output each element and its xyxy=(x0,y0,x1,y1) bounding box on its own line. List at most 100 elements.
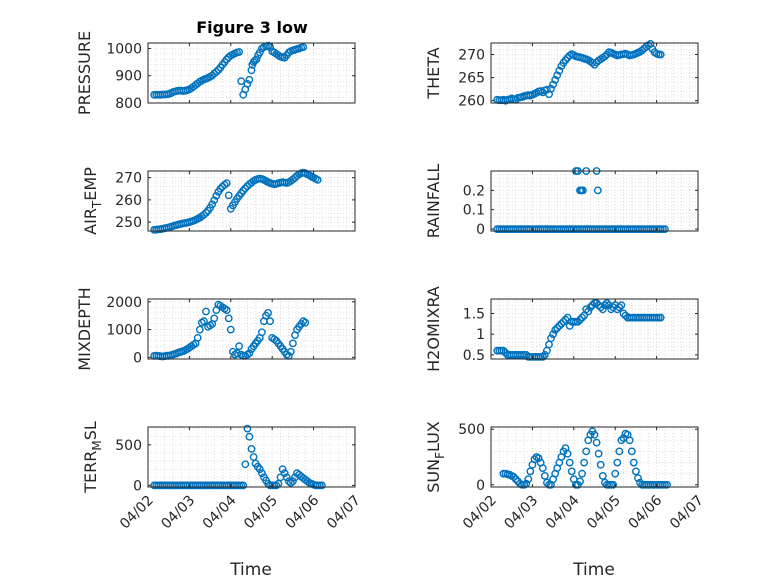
data-point xyxy=(280,469,289,478)
data-point xyxy=(250,56,259,65)
y-tick-label: 0.5 xyxy=(463,348,485,364)
panel-mixdepth: 0 1000 2000 MIXDEPTH xyxy=(75,287,356,371)
data-point xyxy=(547,84,555,93)
data-point xyxy=(212,68,221,76)
data-point xyxy=(499,346,508,355)
series-markers xyxy=(150,168,322,234)
y-tick-label: 250 xyxy=(115,215,142,231)
data-point xyxy=(235,342,244,351)
data-point xyxy=(596,303,605,312)
data-point xyxy=(555,66,564,75)
data-point xyxy=(627,447,636,456)
y-tick-label: 265 xyxy=(458,71,485,87)
axes-box xyxy=(147,426,356,488)
panel-h2omixra: 0.5 1 1.5 H2OMIXRA xyxy=(424,286,699,372)
data-point xyxy=(553,324,562,332)
data-point xyxy=(257,328,266,337)
data-point xyxy=(579,186,587,195)
y-tick-label: 1000 xyxy=(106,41,142,57)
data-point xyxy=(222,306,231,314)
x-axis-label-left: Time xyxy=(229,560,272,580)
data-point xyxy=(284,477,293,486)
data-point xyxy=(195,325,204,334)
axes-box xyxy=(490,298,699,360)
data-point xyxy=(601,52,609,61)
y-axis-label: MIXDEPTH xyxy=(75,287,94,370)
x-tick-label: 04/03 xyxy=(158,493,198,533)
y-tick-label: 1000 xyxy=(106,323,142,339)
data-point xyxy=(615,447,624,456)
data-point xyxy=(245,432,254,441)
data-point xyxy=(553,71,562,80)
data-point xyxy=(565,321,574,330)
data-point xyxy=(592,438,601,447)
axes-box xyxy=(490,42,699,104)
data-point xyxy=(625,436,634,445)
data-point xyxy=(202,208,210,217)
data-point xyxy=(241,460,250,469)
y-tick-label: 270 xyxy=(115,171,142,187)
data-point xyxy=(540,471,549,480)
data-point xyxy=(233,349,241,358)
data-point xyxy=(609,480,617,489)
data-point xyxy=(193,333,202,342)
panel-pressure: 800 900 1000 PRESSURE xyxy=(75,31,356,115)
data-point xyxy=(199,317,208,326)
data-point xyxy=(524,475,533,484)
data-point xyxy=(578,469,586,478)
data-point xyxy=(563,313,572,322)
data-point xyxy=(266,317,274,326)
y-tick-label: 0 xyxy=(133,478,142,494)
data-point xyxy=(632,467,640,476)
data-point xyxy=(574,317,582,326)
data-point xyxy=(239,481,248,490)
axes-box xyxy=(147,42,356,104)
data-point xyxy=(593,186,602,195)
y-tick-label: 260 xyxy=(115,193,142,209)
data-point xyxy=(257,469,266,478)
y-axis-label: AIRTEMP xyxy=(81,167,104,235)
y-axis-label: RAINFALL xyxy=(424,164,443,239)
data-point xyxy=(578,313,586,322)
y-tick-label: 500 xyxy=(115,438,142,454)
y-axis-label: SUNFLUX xyxy=(424,421,447,493)
y-tick-label: 1 xyxy=(476,327,485,343)
figure-title: Figure 3 low xyxy=(196,18,308,37)
panel-rainfall: 0 0.1 0.2 RAINFALL xyxy=(424,164,699,239)
data-point xyxy=(243,424,252,433)
data-point xyxy=(202,307,210,316)
series-markers xyxy=(150,300,310,361)
data-point xyxy=(576,477,584,486)
data-point xyxy=(619,309,628,318)
data-point xyxy=(266,43,274,51)
data-point xyxy=(551,326,560,334)
data-point xyxy=(210,314,219,323)
data-point xyxy=(530,455,539,464)
data-point xyxy=(663,480,671,489)
data-point xyxy=(598,471,607,480)
data-point xyxy=(247,444,256,453)
plot-area xyxy=(491,299,698,359)
x-tick-label: 04/07 xyxy=(324,493,364,533)
series-markers xyxy=(150,424,326,490)
data-point xyxy=(222,55,231,64)
data-point xyxy=(565,458,574,467)
y-tick-label: 500 xyxy=(458,422,485,438)
data-point xyxy=(511,475,520,484)
data-point xyxy=(656,313,665,322)
data-point xyxy=(613,458,622,467)
series-markers xyxy=(150,41,308,99)
data-point xyxy=(255,465,264,474)
data-point xyxy=(559,317,568,326)
grid xyxy=(490,299,699,359)
data-point xyxy=(615,303,624,312)
data-point xyxy=(538,464,547,472)
axes-box xyxy=(147,298,356,360)
y-tick-label: 270 xyxy=(458,48,485,64)
axes-box xyxy=(147,170,356,232)
data-point xyxy=(212,191,221,200)
data-point xyxy=(255,48,264,57)
data-point xyxy=(288,339,297,348)
x-tick-label: 04/04 xyxy=(543,492,583,532)
